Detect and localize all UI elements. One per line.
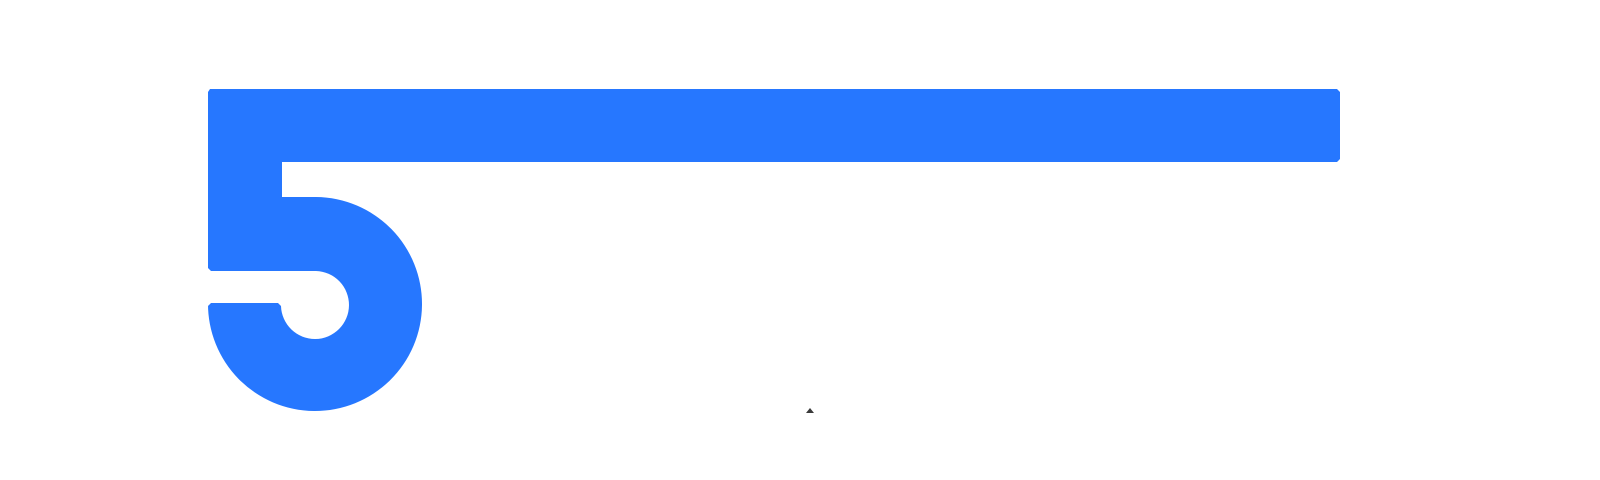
cursor-caret-icon bbox=[806, 408, 814, 413]
logo-bowl bbox=[207, 197, 423, 412]
logo-top-bar bbox=[208, 89, 1340, 197]
logo-shapes bbox=[207, 89, 1340, 412]
logo-stem bbox=[208, 190, 282, 197]
